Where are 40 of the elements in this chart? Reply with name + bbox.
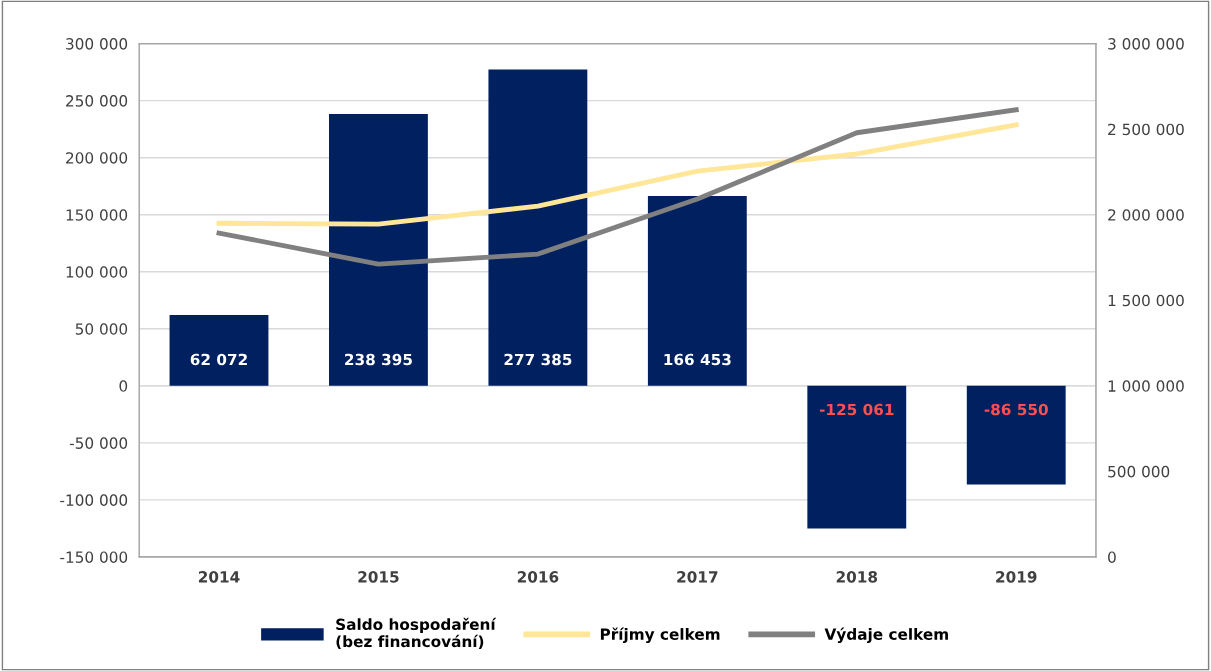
y2-tick-label: 0 (1108, 551, 1116, 563)
y-tick-label: 300 000 (66, 38, 128, 50)
data-label: -86 550 (984, 403, 1048, 416)
legend-label: Příjmy celkem (600, 627, 720, 643)
y2-tick-label: 2 500 000 (1108, 123, 1184, 136)
legend-label: Výdaje celkem (824, 627, 948, 643)
y-tick-label: 250 000 (66, 95, 128, 107)
data-label: 238 395 (345, 353, 412, 366)
x-tick-label: 2016 (517, 571, 559, 583)
bar (966, 385, 1066, 485)
x-tick-label: 2018 (836, 571, 878, 583)
data-label: 277 385 (504, 353, 572, 366)
y2-tick-label: 500 000 (1108, 465, 1170, 478)
y2-tick-label: 2 000 000 (1108, 209, 1184, 221)
x-tick-label: 2015 (358, 571, 399, 583)
data-label: -125 061 (819, 403, 894, 416)
bar (169, 315, 269, 386)
y-tick-label: -50 000 (69, 437, 128, 449)
bar (488, 69, 588, 386)
y2-tick-label: 1 500 000 (1108, 294, 1184, 307)
bar (329, 113, 428, 386)
y-tick-label: 200 000 (66, 152, 128, 164)
y-tick-label: 150 000 (66, 209, 128, 221)
x-tick-label: 2017 (677, 571, 718, 583)
data-label: 62 072 (190, 353, 247, 366)
y2-tick-label: 1 000 000 (1108, 380, 1184, 392)
y2-tick-label: 3 000 000 (1108, 38, 1184, 50)
legend-label: Saldo hospodaření (bez financování) (336, 617, 497, 649)
x-tick-label: 2014 (198, 571, 240, 583)
y-tick-label: 0 (119, 380, 128, 392)
y-tick-label: 50 000 (75, 323, 128, 335)
bar (647, 195, 747, 386)
data-label: 166 453 (664, 353, 731, 366)
y-tick-label: -150 000 (60, 551, 128, 563)
y-tick-label: -100 000 (60, 494, 128, 506)
line-series (216, 107, 1019, 267)
bar (807, 385, 907, 529)
y-tick-label: 100 000 (66, 266, 128, 278)
x-tick-label: 2019 (996, 571, 1037, 583)
line-series (216, 122, 1019, 227)
